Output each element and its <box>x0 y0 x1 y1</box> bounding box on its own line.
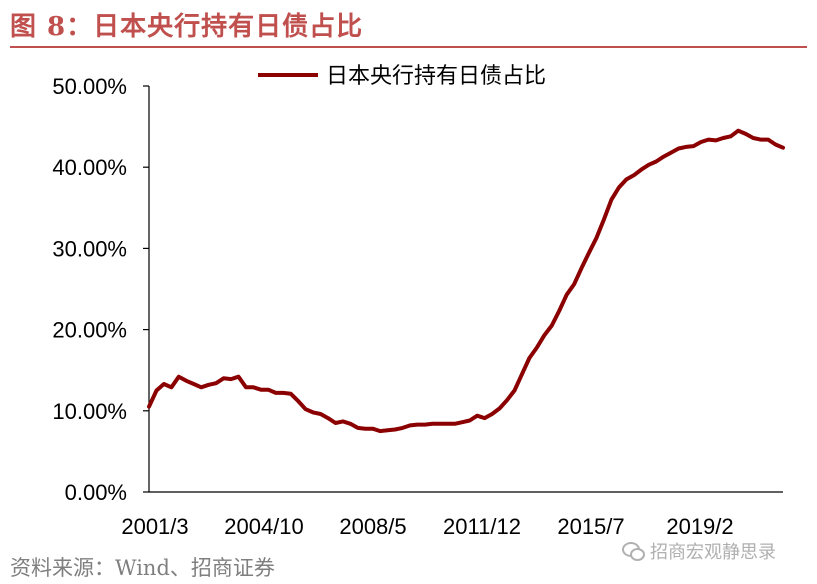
chart-legend: 日本央行持有日债占比 <box>258 64 546 89</box>
title-divider <box>10 46 807 48</box>
source-note: 资料来源：Wind、招商证券 <box>10 556 275 580</box>
x-tick-label: 2008/5 <box>339 514 406 539</box>
y-tick-labels: 0.00% 10.00% 20.00% 30.00% 40.00% 50.00% <box>52 74 127 505</box>
y-tick-label: 10.00% <box>52 399 127 424</box>
series-lines <box>147 128 785 434</box>
y-tick-label: 40.00% <box>52 155 127 180</box>
watermark-text: 招商宏观静思录 <box>650 542 776 563</box>
x-tick-label: 2004/10 <box>224 514 304 539</box>
x-tick-label: 2015/7 <box>557 514 624 539</box>
x-tick-label: 2011/12 <box>443 514 521 539</box>
series-line <box>147 128 785 434</box>
x-tick-label: 2001/3 <box>121 514 188 539</box>
y-tick-label: 50.00% <box>52 74 127 99</box>
wechat-icon <box>622 542 645 561</box>
x-tick-label: 2019/2 <box>666 514 733 539</box>
x-tick-labels: 2001/3 2004/10 2008/5 2011/12 2015/7 2019/2 <box>121 514 733 539</box>
watermark: 招商宏观静思录 <box>622 538 776 564</box>
chart-axes <box>143 85 783 493</box>
y-tick-label: 30.00% <box>52 236 127 261</box>
y-tick-label: 0.00% <box>65 480 127 505</box>
y-tick-label: 20.00% <box>52 318 127 343</box>
figure-title: 图 8：日本央行持有日债占比 <box>10 12 364 42</box>
legend-label: 日本央行持有日债占比 <box>326 64 546 89</box>
